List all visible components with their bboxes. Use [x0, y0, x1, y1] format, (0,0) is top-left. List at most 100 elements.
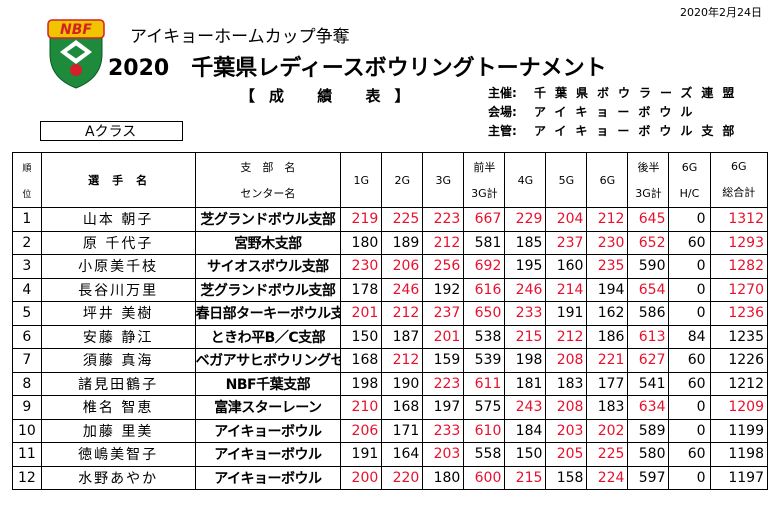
score-cell-g5: 160 [545, 254, 588, 279]
score-cell-g5: 204 [545, 207, 588, 232]
score-cell-g1: 219 [340, 207, 383, 232]
score-cell-g4: 184 [504, 418, 547, 443]
score-cell-s2: 541 [627, 371, 670, 396]
rank-cell: 1 [12, 207, 42, 232]
header-g1: 1G [340, 152, 383, 208]
score-cell-g2: 212 [381, 348, 424, 373]
score-cell-g5: 205 [545, 442, 588, 467]
score-cell-g2: 164 [381, 442, 424, 467]
handicap-cell: 0 [668, 395, 711, 420]
score-cell-g3: 223 [422, 371, 465, 396]
score-cell-g3: 180 [422, 465, 465, 490]
table-row: 11 徳嶋美智子 アイキョーボウル 191 164 203 558 150 205 225 580 6… [12, 442, 769, 467]
score-cell-s2: 597 [627, 465, 670, 490]
branch-cell: アイキョーボウル [194, 418, 342, 443]
score-cell-s2: 590 [627, 254, 670, 279]
header-g4: 4G [504, 152, 547, 208]
date: 2020年2月24日 [680, 6, 762, 19]
score-cell-s1: 692 [463, 254, 506, 279]
table-row: 12 水野あやか アイキョーボウル 200 220 180 600 215 158 224 597 0… [12, 465, 769, 490]
score-cell-g3: 201 [422, 324, 465, 349]
table-row: 6 安藤 静江 ときわ平B／C支部 150 187 201 538 215 212 186 613 8… [12, 324, 769, 349]
score-cell-g5: 208 [545, 348, 588, 373]
score-cell-g6: 224 [586, 465, 629, 490]
score-cell-g2: 189 [381, 230, 424, 255]
score-cell-g6: 186 [586, 324, 629, 349]
score-cell-g1: 180 [340, 230, 383, 255]
score-cell-g6: 162 [586, 301, 629, 326]
total-score-cell: 1235 [709, 324, 769, 349]
score-cell-g6: 194 [586, 277, 629, 302]
branch-cell: アイキョーボウル [194, 442, 342, 467]
score-cell-g1: 198 [340, 371, 383, 396]
score-cell-g4: 246 [504, 277, 547, 302]
score-cell-g6: 225 [586, 442, 629, 467]
score-cell-g5: 237 [545, 230, 588, 255]
score-cell-g5: 214 [545, 277, 588, 302]
branch-cell: ときわ平B／C支部 [194, 324, 342, 349]
score-cell-g4: 198 [504, 348, 547, 373]
score-cell-g5: 208 [545, 395, 588, 420]
score-cell-g4: 215 [504, 324, 547, 349]
score-cell-g2: 220 [381, 465, 424, 490]
handicap-cell: 84 [668, 324, 711, 349]
branch-cell: アイキョーボウル [194, 465, 342, 490]
score-cell-s1: 600 [463, 465, 506, 490]
header-g3: 3G [422, 152, 465, 208]
score-cell-g3: 223 [422, 207, 465, 232]
score-cell-s2: 589 [627, 418, 670, 443]
table-row: 10 加藤 里美 アイキョーボウル 206 171 233 610 184 203 202 589 0… [12, 418, 769, 443]
total-score-cell: 1312 [709, 207, 769, 232]
score-cell-s2: 654 [627, 277, 670, 302]
total-score-cell: 1199 [709, 418, 769, 443]
score-cell-s1: 558 [463, 442, 506, 467]
score-cell-s2: 586 [627, 301, 670, 326]
organizer-label: 主管: [488, 124, 517, 138]
handicap-cell: 60 [668, 442, 711, 467]
score-cell-s2: 634 [627, 395, 670, 420]
header-player: 選 手 名 [40, 152, 196, 208]
score-cell-g6: 212 [586, 207, 629, 232]
handicap-cell: 0 [668, 277, 711, 302]
table-row: 7須藤 真海ベガアサヒボウリングセンター16821215953919820822… [12, 348, 769, 373]
score-cell-g1: 230 [340, 254, 383, 279]
header-total: 6G 総合計 [709, 152, 769, 208]
branch-cell: 宮野木支部 [194, 230, 342, 255]
organizer-row: 主管: アイキョーボウル支部 [488, 122, 743, 141]
score-cell-g3: 212 [422, 230, 465, 255]
score-cell-g3: 159 [422, 348, 465, 373]
handicap-cell: 60 [668, 230, 711, 255]
player-name-cell: 安藤 静江 [40, 324, 196, 349]
branch-cell: 富津スターレーン [194, 395, 342, 420]
branch-cell: 芝グランドボウル支部 [194, 277, 342, 302]
score-cell-s1: 610 [463, 418, 506, 443]
branch-cell: 芝グランドボウル支部 [194, 207, 342, 232]
score-cell-g1: 200 [340, 465, 383, 490]
score-cell-s2: 580 [627, 442, 670, 467]
score-cell-g3: 197 [422, 395, 465, 420]
score-cell-s2: 652 [627, 230, 670, 255]
branch-cell: ベガアサヒボウリングセンター [194, 348, 342, 373]
score-cell-g3: 203 [422, 442, 465, 467]
score-cell-g6: 202 [586, 418, 629, 443]
score-cell-g4: 181 [504, 371, 547, 396]
total-score-cell: 1293 [709, 230, 769, 255]
table-header-row: 順位 選 手 名 支 部 名センター名 1G 2G 3G 前半 3G計 4G 5G… [12, 152, 769, 208]
table-row: 9 椎名 智恵 富津スターレーン 210 168 197 575 243 208 183 634 0 1… [12, 395, 769, 420]
score-cell-g4: 229 [504, 207, 547, 232]
total-score-cell: 1209 [709, 395, 769, 420]
organizer-label: 主催: [488, 86, 517, 100]
rank-cell: 7 [12, 348, 42, 373]
score-cell-g2: 168 [381, 395, 424, 420]
header-g2: 2G [381, 152, 424, 208]
table-row: 3 小原美千枝 サイオスボウル支部 230 206 256 692 195 160 235 590 0… [12, 254, 769, 279]
table-row: 1 山本 朝子 芝グランドボウル支部 219 225 223 667 229 204 212 645… [12, 207, 769, 232]
rank-cell: 6 [12, 324, 42, 349]
handicap-cell: 0 [668, 301, 711, 326]
score-cell-g1: 178 [340, 277, 383, 302]
rank-cell: 8 [12, 371, 42, 396]
score-cell-g1: 150 [340, 324, 383, 349]
total-score-cell: 1198 [709, 442, 769, 467]
player-name-cell: 加藤 里美 [40, 418, 196, 443]
